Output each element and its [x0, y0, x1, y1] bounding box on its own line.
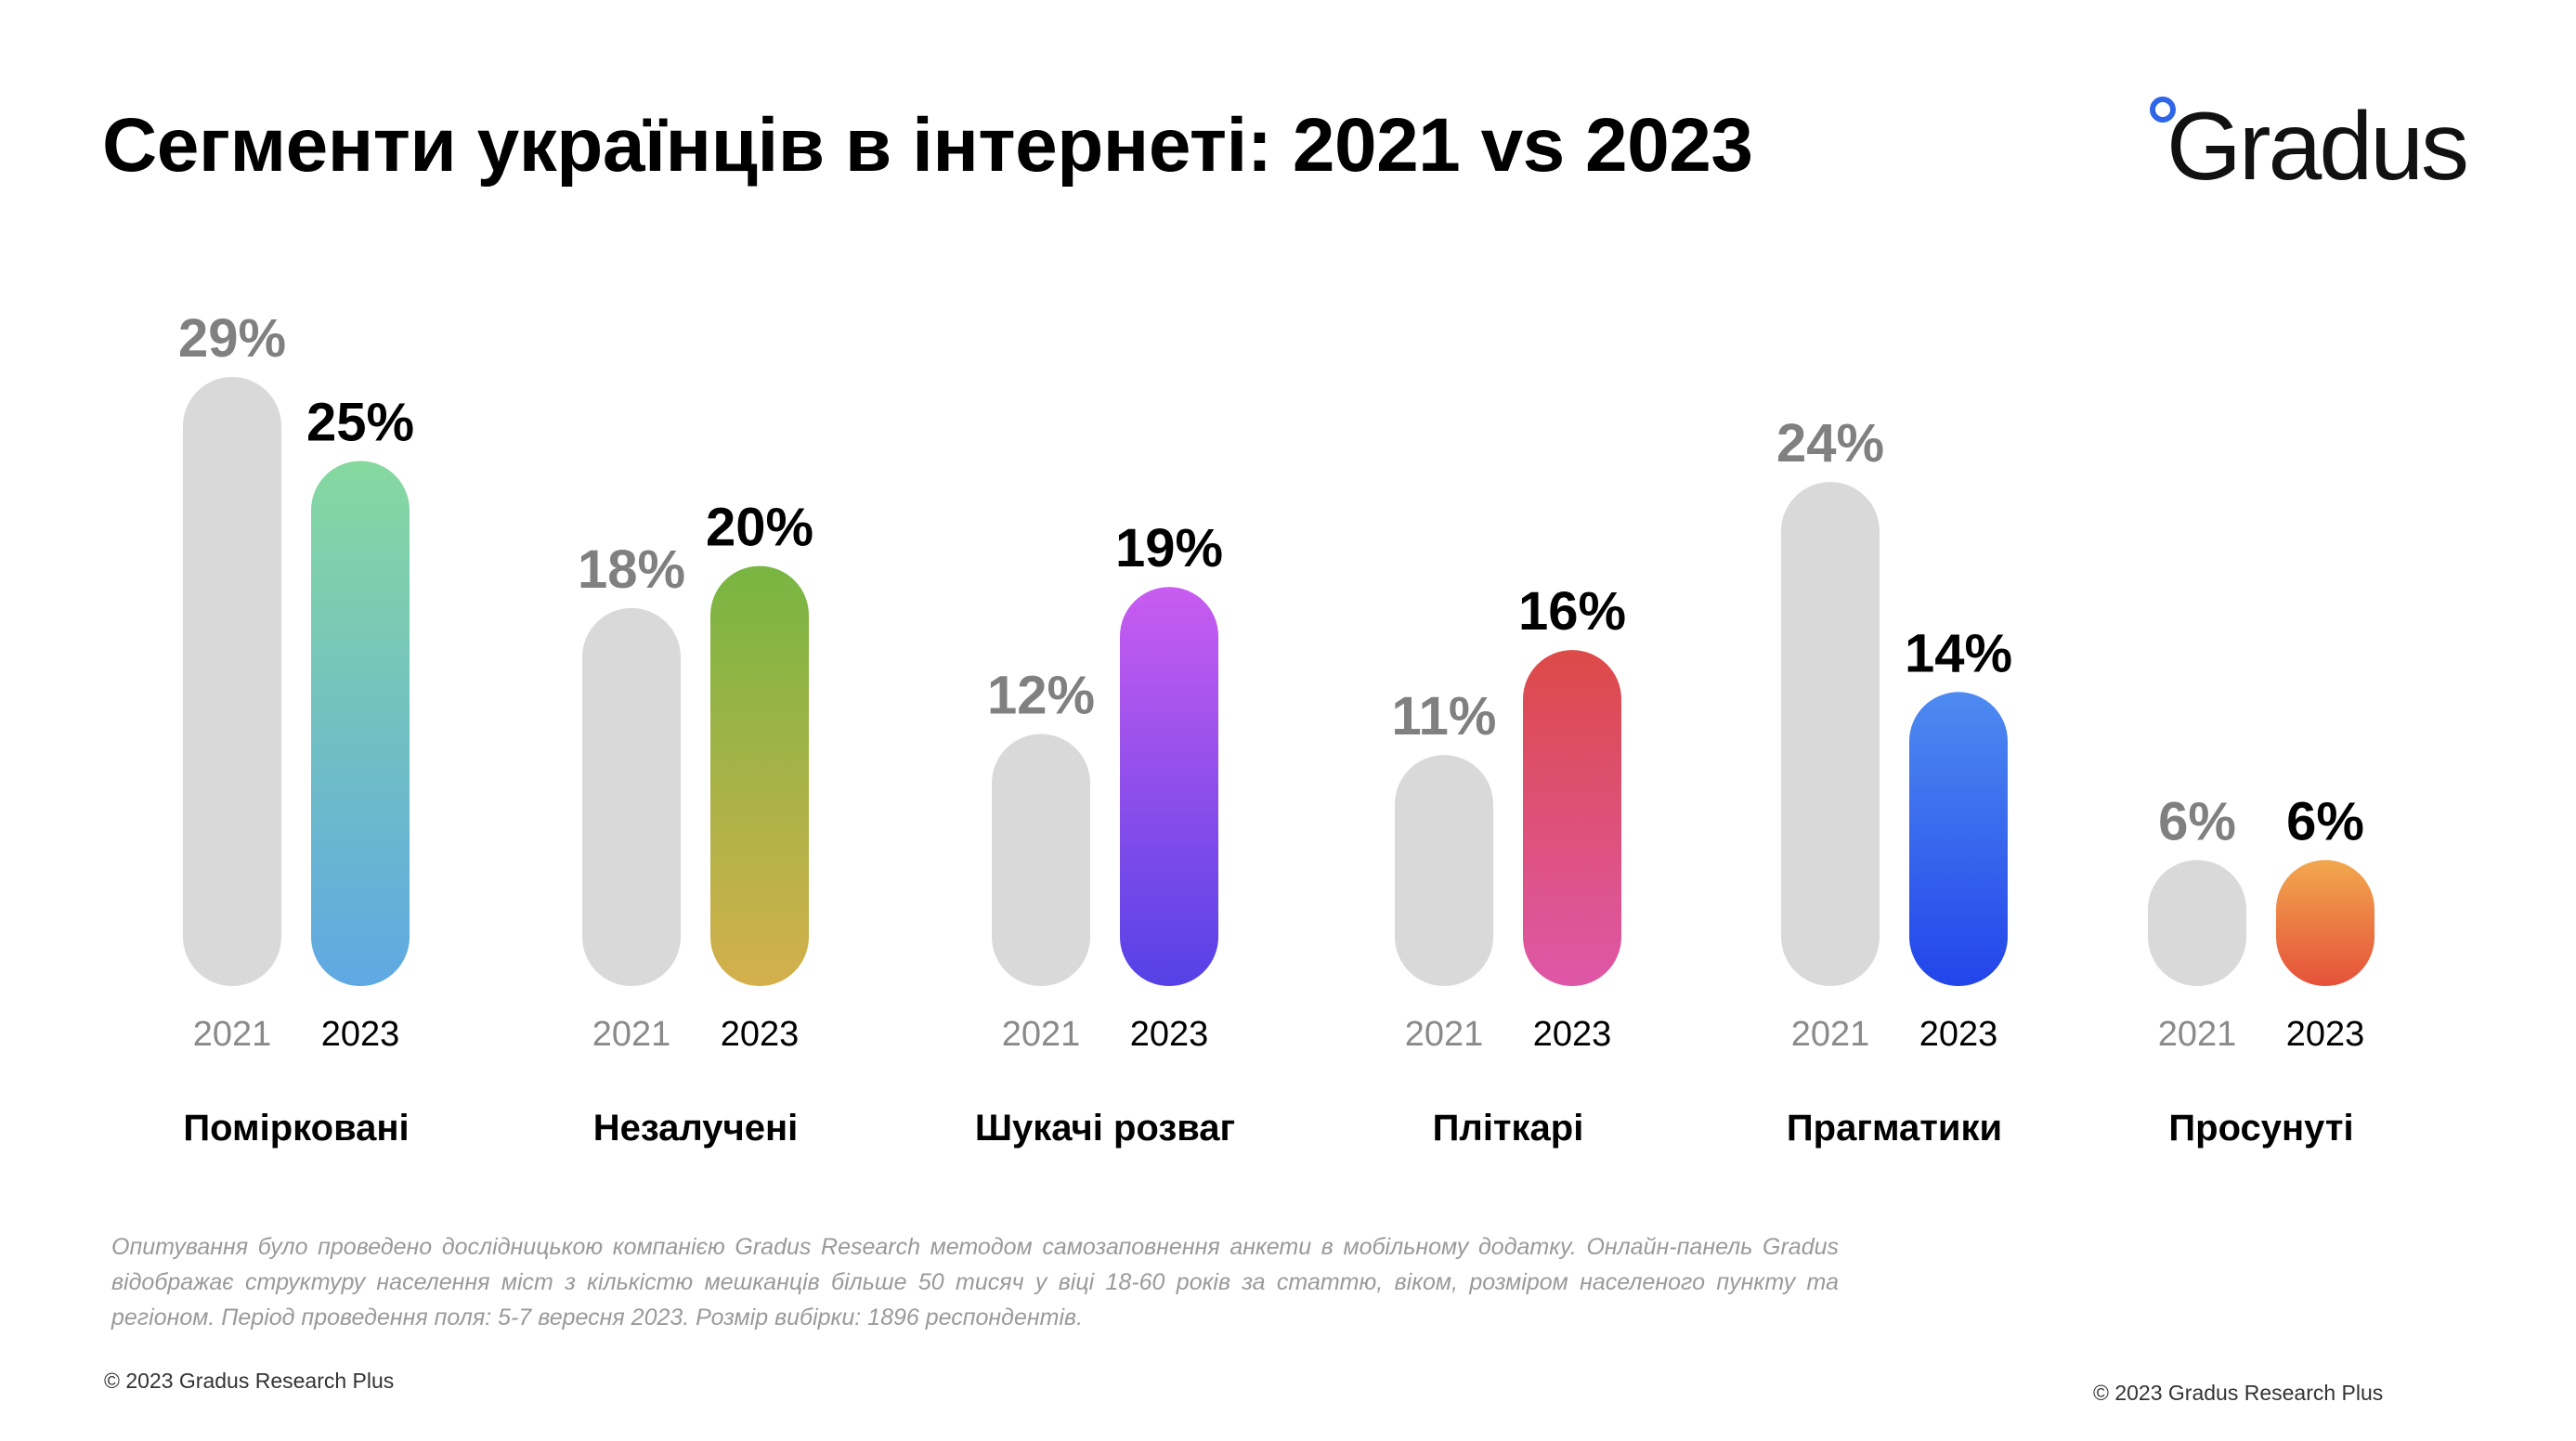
logo-dot-icon: [2150, 97, 2176, 123]
year-label-2021-2: 2021: [592, 1015, 671, 1054]
value-label-2023-4: 16%: [1518, 581, 1626, 642]
year-label-2023-5: 2023: [1919, 1015, 1998, 1054]
category-label-5: Прагматики: [1787, 1108, 2002, 1149]
value-label-2023-2: 20%: [706, 498, 813, 558]
value-label-2021-1: 29%: [178, 308, 286, 369]
bars-layer: [183, 377, 2374, 986]
bar-2021-2: [582, 607, 681, 986]
bar-2021-3: [992, 733, 1090, 986]
category-label-6: Просунуті: [2168, 1108, 2353, 1149]
bar-2023-5: [1909, 692, 2008, 986]
value-label-2021-3: 12%: [987, 666, 1095, 726]
bar-2023-4: [1523, 650, 1621, 986]
bar-2021-6: [2148, 860, 2246, 986]
copyright-left: © 2023 Gradus Research Plus: [104, 1369, 395, 1393]
year-label-2023-1: 2023: [321, 1015, 400, 1054]
bar-2023-3: [1120, 587, 1218, 986]
copyright-right: © 2023 Gradus Research Plus: [2093, 1381, 2384, 1405]
value-label-2021-5: 24%: [1776, 413, 1884, 474]
value-label-2021-4: 11%: [1392, 686, 1497, 746]
category-label-4: Пліткарі: [1433, 1108, 1584, 1149]
gradus-logo: Gradus: [2150, 91, 2503, 202]
year-label-2021-1: 2021: [193, 1015, 272, 1054]
page-title: Сегменти українців в інтернеті: 2021 vs …: [102, 103, 1753, 188]
bar-2023-1: [311, 461, 410, 986]
category-label-3: Шукачі розваг: [975, 1108, 1235, 1149]
bar-2021-1: [183, 377, 281, 986]
labels-layer: 29% 2021 25% 2023 Помірковані 18% 2021 20% 2023 Н…: [178, 308, 2364, 1149]
year-label-2021-3: 2021: [1002, 1015, 1081, 1054]
bar-2023-2: [710, 565, 809, 986]
logo-text: Gradus: [2166, 93, 2469, 201]
year-label-2023-3: 2023: [1130, 1015, 1209, 1054]
value-label-2023-3: 19%: [1115, 518, 1223, 578]
survey-footnote: Опитування було проведено дослідницькою …: [111, 1234, 1839, 1331]
year-label-2021-5: 2021: [1791, 1015, 1870, 1054]
value-label-2023-6: 6%: [2286, 791, 2364, 851]
year-label-2021-4: 2021: [1405, 1015, 1484, 1054]
category-label-1: Помірковані: [183, 1108, 409, 1149]
bar-2023-6: [2276, 860, 2374, 986]
year-label-2023-6: 2023: [2286, 1015, 2365, 1054]
value-label-2021-2: 18%: [578, 539, 685, 600]
bar-2021-5: [1781, 482, 1880, 986]
value-label-2021-6: 6%: [2158, 791, 2236, 851]
year-label-2023-4: 2023: [1533, 1015, 1612, 1054]
year-label-2023-2: 2023: [721, 1015, 800, 1054]
segments-bar-chart: 29% 2021 25% 2023 Помірковані 18% 2021 20% 2023 Н…: [178, 308, 2374, 1149]
value-label-2023-5: 14%: [1905, 623, 2012, 683]
value-label-2023-1: 25%: [306, 392, 414, 452]
category-label-2: Незалучені: [593, 1108, 799, 1149]
year-label-2021-6: 2021: [2158, 1015, 2237, 1054]
bar-2021-4: [1395, 755, 1493, 986]
